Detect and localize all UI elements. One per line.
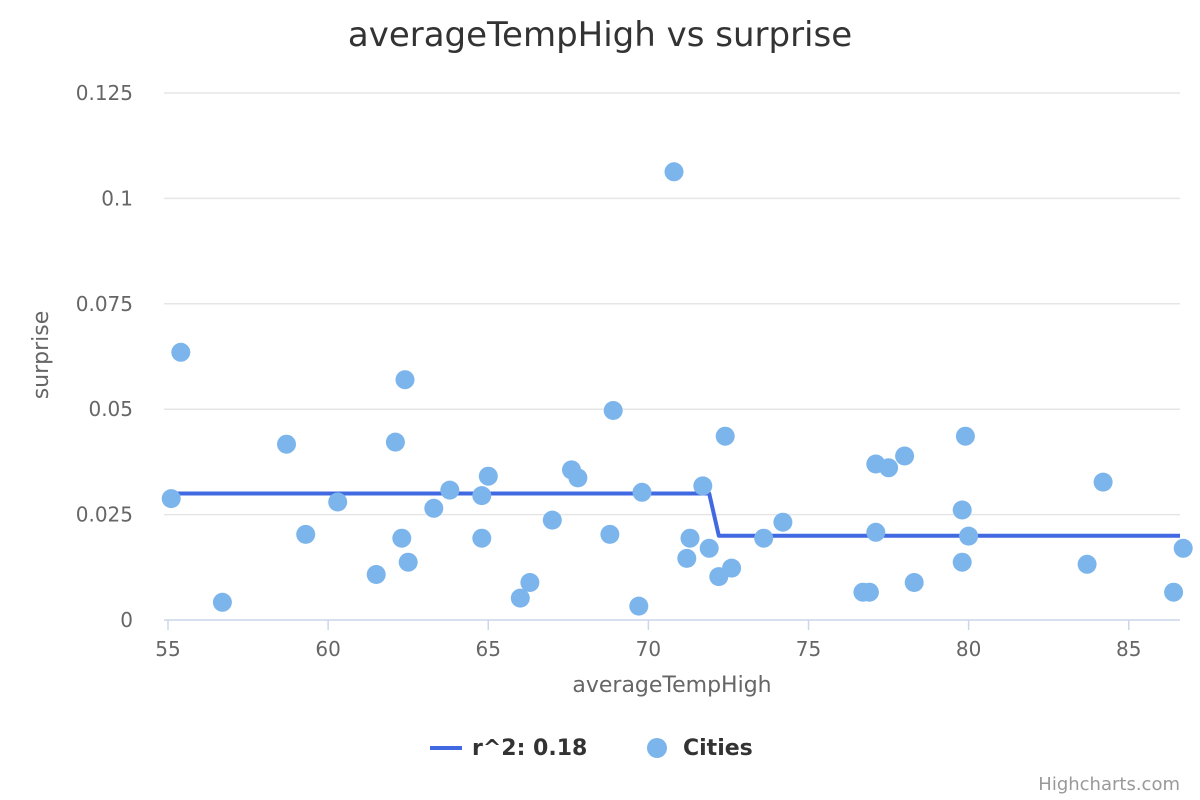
data-point[interactable] — [1173, 538, 1193, 558]
y-tick-label: 0 — [120, 608, 133, 632]
data-point[interactable] — [699, 538, 719, 558]
data-point[interactable] — [478, 466, 498, 486]
y-tick-label: 0.075 — [76, 292, 133, 316]
y-tick-label: 0.025 — [76, 503, 133, 527]
data-point[interactable] — [952, 500, 972, 520]
grid-layer — [164, 92, 1180, 516]
credits-link[interactable]: Highcharts.com — [1038, 774, 1180, 795]
data-point[interactable] — [542, 510, 562, 530]
data-point[interactable] — [1164, 582, 1184, 602]
x-tick-label: 75 — [796, 637, 821, 661]
legend-item-cities[interactable]: Cities — [647, 736, 753, 761]
data-point[interactable] — [952, 552, 972, 572]
data-point[interactable] — [603, 401, 623, 420]
data-point[interactable] — [1077, 554, 1097, 574]
data-point[interactable] — [895, 446, 915, 466]
data-point[interactable] — [328, 492, 348, 512]
data-point[interactable] — [680, 528, 700, 548]
x-tick-label: 60 — [315, 637, 340, 661]
data-point[interactable] — [472, 486, 492, 506]
chart-title: averageTempHigh vs surprise — [348, 15, 852, 55]
y-tick-label: 0.1 — [101, 186, 133, 210]
data-point[interactable] — [520, 573, 540, 592]
data-point[interactable] — [296, 524, 316, 544]
data-point[interactable] — [568, 468, 588, 488]
data-point[interactable] — [629, 596, 649, 616]
data-point[interactable] — [277, 434, 296, 454]
data-point[interactable] — [440, 480, 460, 500]
y-axis-title: surprise — [29, 311, 54, 400]
legend-label-cities: Cities — [683, 736, 753, 761]
data-point[interactable] — [600, 524, 620, 544]
legend-circle-symbol — [647, 738, 667, 758]
data-point[interactable] — [632, 482, 652, 502]
x-tick-label: 85 — [1116, 637, 1141, 661]
data-point[interactable] — [754, 528, 774, 548]
data-point[interactable] — [955, 426, 975, 446]
data-point[interactable] — [398, 552, 418, 572]
points-layer — [161, 162, 1193, 616]
axis-layer: 0 0.025 0.05 0.075 0.1 0.125 55 60 65 70 75 80 85 — [76, 81, 1180, 661]
data-point[interactable] — [472, 528, 492, 548]
data-point[interactable] — [677, 548, 697, 568]
data-point[interactable] — [395, 370, 415, 390]
data-point[interactable] — [1093, 472, 1113, 492]
data-point[interactable] — [715, 426, 735, 446]
data-point[interactable] — [392, 528, 412, 548]
data-point[interactable] — [171, 342, 191, 362]
data-point[interactable] — [366, 565, 386, 584]
data-point[interactable] — [722, 558, 742, 578]
legend-item-regression[interactable]: r^2: 0.18 — [430, 736, 587, 761]
data-point[interactable] — [510, 588, 530, 608]
data-point[interactable] — [161, 489, 181, 509]
data-point[interactable] — [773, 512, 793, 532]
data-point[interactable] — [385, 432, 405, 452]
x-tick-label: 70 — [636, 637, 661, 661]
legend-label-regression: r^2: 0.18 — [472, 736, 587, 761]
y-tick-label: 0.125 — [76, 81, 133, 105]
x-tick-label: 55 — [155, 637, 180, 661]
y-tick-label: 0.05 — [88, 397, 133, 421]
data-point[interactable] — [859, 582, 879, 602]
data-point[interactable] — [664, 162, 684, 182]
x-tick-label: 80 — [956, 637, 981, 661]
data-point[interactable] — [424, 498, 444, 518]
data-point[interactable] — [866, 522, 886, 542]
data-point[interactable] — [693, 476, 713, 496]
x-tick-label: 65 — [476, 637, 501, 661]
x-axis-title: averageTempHigh — [572, 673, 771, 698]
data-point[interactable] — [959, 526, 979, 546]
legend: r^2: 0.18 Cities — [430, 736, 753, 761]
data-point[interactable] — [879, 458, 899, 478]
data-point[interactable] — [904, 573, 924, 592]
data-point[interactable] — [212, 592, 232, 612]
